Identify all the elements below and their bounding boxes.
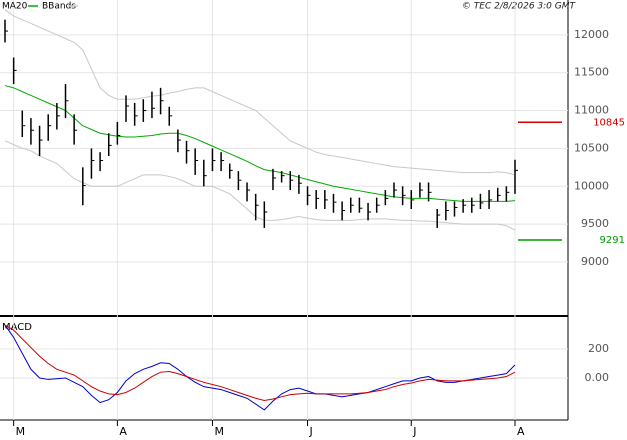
source: © TEC 2/8/2026 3:0 GMT	[462, 2, 577, 12]
panel-title: MACD	[2, 322, 32, 333]
band-lower	[4, 140, 516, 231]
level-label: 10845	[593, 117, 625, 128]
y-tick-label: 10500	[574, 141, 609, 154]
ma-line	[4, 85, 516, 202]
macd-line	[4, 324, 516, 401]
x-tick-label: J	[309, 425, 313, 438]
y-tick-label: 10000	[574, 179, 609, 192]
y-tick-label: 11000	[574, 104, 609, 117]
x-tick-label: J	[412, 425, 416, 438]
x-tick-label: A	[517, 425, 525, 438]
legend-label: MA20	[2, 2, 28, 12]
band-upper	[4, 9, 516, 176]
y-tick-label: 9000	[581, 255, 609, 268]
x-tick-label: A	[119, 425, 127, 438]
level-label: 9291	[600, 235, 625, 246]
y-tick-label: 200	[588, 342, 609, 355]
y-tick-label: 12000	[574, 28, 609, 41]
y-tick-label: 11500	[574, 66, 609, 79]
y-tick-label: 9500	[581, 217, 609, 230]
x-tick-label: M	[214, 425, 224, 438]
macd-line	[4, 324, 516, 411]
legend-label: BBands	[42, 2, 76, 12]
y-tick-label: 0.00	[585, 371, 610, 384]
x-tick-label: M	[16, 425, 26, 438]
